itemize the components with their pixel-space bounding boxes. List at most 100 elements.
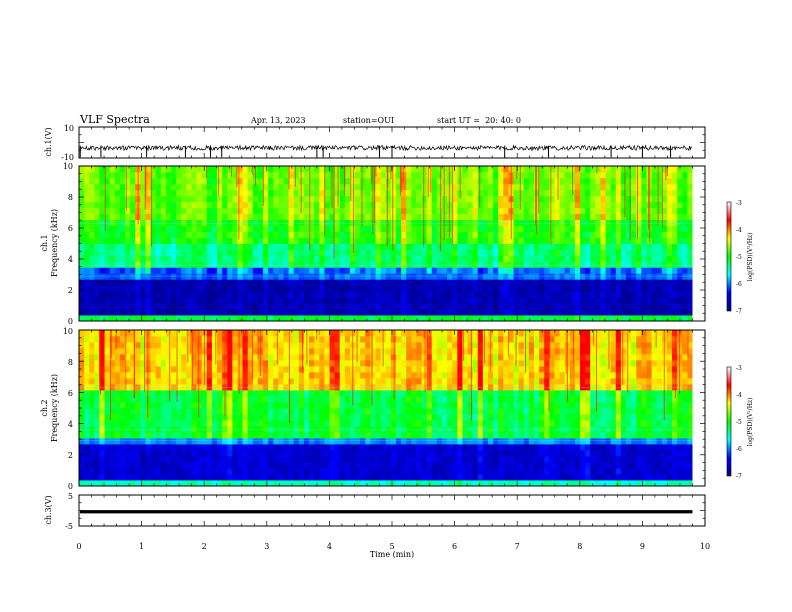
- spectrogram-cell: [528, 243, 535, 250]
- spectrogram-cell: [467, 450, 474, 457]
- spectrogram-cell: [554, 261, 560, 268]
- spectrogram-cell: [119, 177, 126, 185]
- spectrogram-cell: [79, 303, 85, 310]
- spectrogram-cell: [314, 219, 320, 227]
- spectrogram-cell: [580, 195, 586, 203]
- spectrogram-cell: [539, 456, 545, 463]
- spectrogram-cell: [232, 225, 238, 232]
- spectrogram-cell: [564, 468, 571, 475]
- spectrogram-cell: [247, 171, 254, 179]
- spectrogram-cell: [574, 432, 581, 439]
- spectrogram-cell: [590, 462, 596, 469]
- spectrogram-cell: [487, 303, 494, 310]
- spectrogram-cell: [222, 285, 228, 292]
- spectrogram-cell: [155, 450, 162, 457]
- spectrogram-cell: [554, 414, 560, 421]
- spectrogram-cell: [580, 279, 586, 286]
- spectrogram-cell: [585, 231, 591, 238]
- spectrogram-cell: [303, 261, 310, 268]
- spectrogram-cell: [600, 267, 606, 274]
- spectrogram-cell: [227, 309, 233, 316]
- spectrogram-cell: [682, 166, 688, 173]
- spectrogram-cell: [518, 249, 525, 256]
- spectrogram-cell: [283, 438, 289, 445]
- spectrogram-cell: [252, 213, 259, 221]
- spectrogram-cell: [395, 213, 402, 221]
- spectrogram-cell: [559, 432, 566, 439]
- spectrogram-cell: [390, 273, 397, 280]
- spectrogram-cell: [314, 474, 320, 481]
- spectrogram-cell: [620, 201, 627, 209]
- spectrogram-cell: [242, 297, 249, 304]
- spectrogram-cell: [452, 273, 458, 280]
- spectrogram-cell: [145, 420, 151, 427]
- spectrogram-cell: [206, 243, 213, 250]
- spectrogram-cell: [452, 166, 458, 173]
- spectrogram-cell: [84, 177, 90, 185]
- spectrogram-cell: [232, 243, 238, 250]
- spectrogram-cell: [631, 255, 637, 262]
- spectrogram-cell: [513, 219, 520, 227]
- spectrogram-cell: [349, 462, 356, 469]
- spectrogram-cell: [605, 426, 612, 433]
- spectrogram-cell: [549, 420, 555, 427]
- spectrogram-cell: [559, 243, 566, 250]
- spectrogram-cell: [355, 273, 361, 280]
- spectrogram-cell: [355, 438, 361, 445]
- spectrogram-cell: [595, 309, 601, 316]
- spectrogram-cell: [549, 285, 555, 292]
- spectrogram-cell: [334, 297, 341, 304]
- spectrogram-cell: [252, 207, 259, 215]
- spectrogram-cell: [411, 426, 417, 433]
- spectrogram-cell: [523, 249, 530, 256]
- spectrogram-cell: [263, 261, 269, 268]
- spectrogram-cell: [518, 255, 525, 262]
- spectrogram-cell: [278, 201, 284, 209]
- spectrogram-cell: [687, 450, 693, 457]
- spectrogram-cell: [574, 225, 581, 232]
- spectrogram-cell: [247, 166, 254, 173]
- spectrogram-cell: [600, 183, 606, 191]
- spectrogram-cell: [631, 177, 637, 185]
- spectrogram-cell: [610, 456, 617, 463]
- spectrogram-cell: [298, 426, 305, 433]
- spectrogram-cell: [641, 171, 647, 179]
- spectrogram-cell: [580, 315, 586, 322]
- spectrogram-cell: [615, 171, 622, 179]
- spectrogram-cell: [615, 195, 622, 203]
- spectrogram-cell: [615, 267, 622, 274]
- spectrogram-cell: [610, 432, 617, 439]
- spectrogram-cell: [554, 219, 560, 227]
- spectrogram-cell: [252, 201, 259, 209]
- spectrogram-cell: [165, 267, 172, 274]
- spectrogram-cell: [140, 303, 146, 310]
- spectrogram-cell: [227, 444, 233, 451]
- spectrogram-cell: [288, 273, 295, 280]
- spectrogram-cell: [293, 225, 300, 232]
- spectrogram-cell: [211, 171, 218, 179]
- spectrogram-cell: [677, 201, 683, 209]
- spectrogram-cell: [631, 219, 637, 227]
- spectrogram-cell: [503, 225, 509, 232]
- spectrogram-cell: [125, 462, 131, 469]
- spectrogram-cell: [125, 261, 131, 268]
- spectrogram-cell: [99, 195, 105, 203]
- spectrogram-cell: [431, 201, 438, 209]
- spectrogram-cell: [447, 444, 453, 451]
- spectrogram-cell: [191, 315, 197, 322]
- spectrogram-cell: [462, 225, 468, 232]
- spectrogram-cell: [196, 474, 203, 481]
- spectrogram-cell: [211, 237, 218, 244]
- spectrogram-cell: [590, 249, 596, 256]
- spectrogram-cell: [595, 297, 601, 304]
- spectrogram-cell: [523, 213, 530, 221]
- spectrogram-cell: [145, 183, 151, 191]
- spectrogram-cell: [181, 480, 187, 487]
- spectrogram-cell: [196, 432, 203, 439]
- spectrogram-cell: [319, 432, 325, 439]
- spectrogram-cell: [631, 462, 637, 469]
- spectrogram-cell: [324, 432, 330, 439]
- spectrogram-cell: [677, 285, 683, 292]
- spectrogram-cell: [344, 249, 351, 256]
- spectrogram-cell: [344, 468, 351, 475]
